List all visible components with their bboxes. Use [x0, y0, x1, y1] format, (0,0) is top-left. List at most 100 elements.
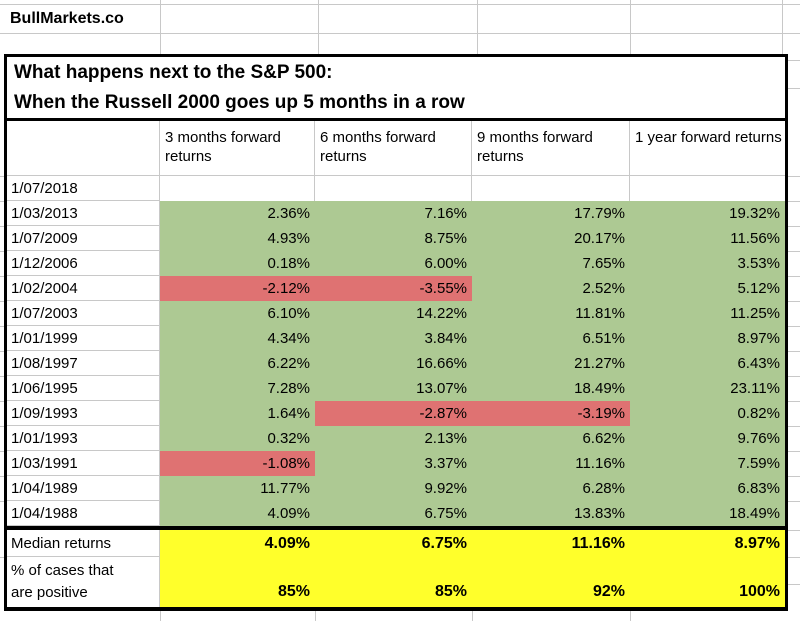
- return-value-cell[interactable]: 7.16%: [315, 201, 472, 226]
- gridline: [0, 226, 4, 227]
- return-value-cell[interactable]: 6.62%: [472, 426, 630, 451]
- return-value-cell[interactable]: 6.00%: [315, 251, 472, 276]
- date-cell[interactable]: 1/06/1995: [7, 376, 160, 401]
- date-cell[interactable]: 1/02/2004: [7, 276, 160, 301]
- return-value-cell[interactable]: 7.65%: [472, 251, 630, 276]
- return-value-cell[interactable]: 5.12%: [630, 276, 785, 301]
- return-value-cell[interactable]: 18.49%: [630, 501, 785, 526]
- gridline: [788, 251, 800, 252]
- return-value-cell[interactable]: 0.32%: [160, 426, 315, 451]
- date-cell[interactable]: 1/04/1988: [7, 501, 160, 526]
- median-value-cell[interactable]: 11.16%: [472, 530, 630, 557]
- pct-positive-label[interactable]: % of cases that are positive: [7, 557, 160, 607]
- return-value-cell[interactable]: [472, 176, 630, 201]
- return-value-cell[interactable]: 6.10%: [160, 301, 315, 326]
- return-value-cell[interactable]: 7.59%: [630, 451, 785, 476]
- brand-cell[interactable]: BullMarkets.co: [10, 10, 124, 27]
- pct-positive-value-cell[interactable]: 92%: [472, 557, 630, 607]
- return-value-cell[interactable]: 11.81%: [472, 301, 630, 326]
- return-value-cell[interactable]: 19.32%: [630, 201, 785, 226]
- date-cell[interactable]: 1/08/1997: [7, 351, 160, 376]
- return-value-cell[interactable]: 2.13%: [315, 426, 472, 451]
- column-header[interactable]: 1 year forward returns: [630, 121, 785, 176]
- gridline: [472, 611, 473, 621]
- return-value-cell[interactable]: 3.53%: [630, 251, 785, 276]
- return-value-cell[interactable]: 0.18%: [160, 251, 315, 276]
- return-value-cell[interactable]: 16.66%: [315, 351, 472, 376]
- date-cell[interactable]: 1/04/1989: [7, 476, 160, 501]
- date-cell[interactable]: 1/09/1993: [7, 401, 160, 426]
- pct-positive-value-cell[interactable]: 100%: [630, 557, 785, 607]
- median-label[interactable]: Median returns: [7, 530, 160, 557]
- return-value-cell[interactable]: 11.16%: [472, 451, 630, 476]
- return-value-cell[interactable]: 23.11%: [630, 376, 785, 401]
- gridline: [0, 401, 4, 402]
- return-value-cell[interactable]: -3.55%: [315, 276, 472, 301]
- return-value-cell[interactable]: 9.92%: [315, 476, 472, 501]
- return-value-cell[interactable]: 6.28%: [472, 476, 630, 501]
- return-value-cell[interactable]: 7.28%: [160, 376, 315, 401]
- return-value-cell[interactable]: 8.97%: [630, 326, 785, 351]
- date-cell[interactable]: 1/01/1999: [7, 326, 160, 351]
- return-value-cell[interactable]: 2.36%: [160, 201, 315, 226]
- return-value-cell[interactable]: -2.87%: [315, 401, 472, 426]
- gridline: [788, 501, 800, 502]
- title-band[interactable]: What happens next to the S&P 500: When t…: [4, 54, 788, 121]
- return-value-cell[interactable]: 4.09%: [160, 501, 315, 526]
- return-value-cell[interactable]: -3.19%: [472, 401, 630, 426]
- pct-positive-value-cell[interactable]: 85%: [160, 557, 315, 607]
- return-value-cell[interactable]: 11.56%: [630, 226, 785, 251]
- return-value-cell[interactable]: 11.77%: [160, 476, 315, 501]
- return-value-cell[interactable]: 9.76%: [630, 426, 785, 451]
- gridline: [477, 0, 478, 54]
- date-cell[interactable]: 1/07/2018: [7, 176, 160, 201]
- return-value-cell[interactable]: 6.43%: [630, 351, 785, 376]
- date-cell[interactable]: 1/12/2006: [7, 251, 160, 276]
- median-row: Median returns 4.09% 6.75% 11.16% 8.97%: [7, 526, 785, 557]
- date-cell[interactable]: 1/03/1991: [7, 451, 160, 476]
- return-value-cell[interactable]: 6.51%: [472, 326, 630, 351]
- gridline: [788, 376, 800, 377]
- return-value-cell[interactable]: [160, 176, 315, 201]
- return-value-cell[interactable]: 11.25%: [630, 301, 785, 326]
- column-header[interactable]: 3 months forward returns: [160, 121, 315, 176]
- return-value-cell[interactable]: -2.12%: [160, 276, 315, 301]
- return-value-cell[interactable]: 17.79%: [472, 201, 630, 226]
- return-value-cell[interactable]: [315, 176, 472, 201]
- return-value-cell[interactable]: 8.75%: [315, 226, 472, 251]
- return-value-cell[interactable]: 1.64%: [160, 401, 315, 426]
- return-value-cell[interactable]: 21.27%: [472, 351, 630, 376]
- date-cell[interactable]: 1/03/2013: [7, 201, 160, 226]
- gridline: [160, 0, 161, 54]
- pct-positive-value-cell[interactable]: 85%: [315, 557, 472, 607]
- return-value-cell[interactable]: 3.37%: [315, 451, 472, 476]
- gridline: [788, 201, 800, 202]
- return-value-cell[interactable]: 14.22%: [315, 301, 472, 326]
- gridline: [0, 376, 4, 377]
- date-cell[interactable]: 1/01/1993: [7, 426, 160, 451]
- return-value-cell[interactable]: 4.93%: [160, 226, 315, 251]
- return-value-cell[interactable]: 4.34%: [160, 326, 315, 351]
- return-value-cell[interactable]: 2.52%: [472, 276, 630, 301]
- median-value-cell[interactable]: 6.75%: [315, 530, 472, 557]
- return-value-cell[interactable]: 0.82%: [630, 401, 785, 426]
- return-value-cell[interactable]: [630, 176, 785, 201]
- median-value-cell[interactable]: 4.09%: [160, 530, 315, 557]
- gridline: [630, 611, 631, 621]
- column-header[interactable]: 6 months forward returns: [315, 121, 472, 176]
- return-value-cell[interactable]: 20.17%: [472, 226, 630, 251]
- date-cell[interactable]: 1/07/2009: [7, 226, 160, 251]
- table-row: 1/04/1988 4.09% 6.75% 13.83% 18.49%: [7, 501, 785, 526]
- return-value-cell[interactable]: 13.83%: [472, 501, 630, 526]
- column-header[interactable]: 9 months forward returns: [472, 121, 630, 176]
- corner-cell[interactable]: [7, 121, 160, 176]
- return-value-cell[interactable]: 18.49%: [472, 376, 630, 401]
- return-value-cell[interactable]: 6.75%: [315, 501, 472, 526]
- return-value-cell[interactable]: 6.83%: [630, 476, 785, 501]
- return-value-cell[interactable]: 13.07%: [315, 376, 472, 401]
- median-value-cell[interactable]: 8.97%: [630, 530, 785, 557]
- return-value-cell[interactable]: 3.84%: [315, 326, 472, 351]
- date-cell[interactable]: 1/07/2003: [7, 301, 160, 326]
- return-value-cell[interactable]: -1.08%: [160, 451, 315, 476]
- return-value-cell[interactable]: 6.22%: [160, 351, 315, 376]
